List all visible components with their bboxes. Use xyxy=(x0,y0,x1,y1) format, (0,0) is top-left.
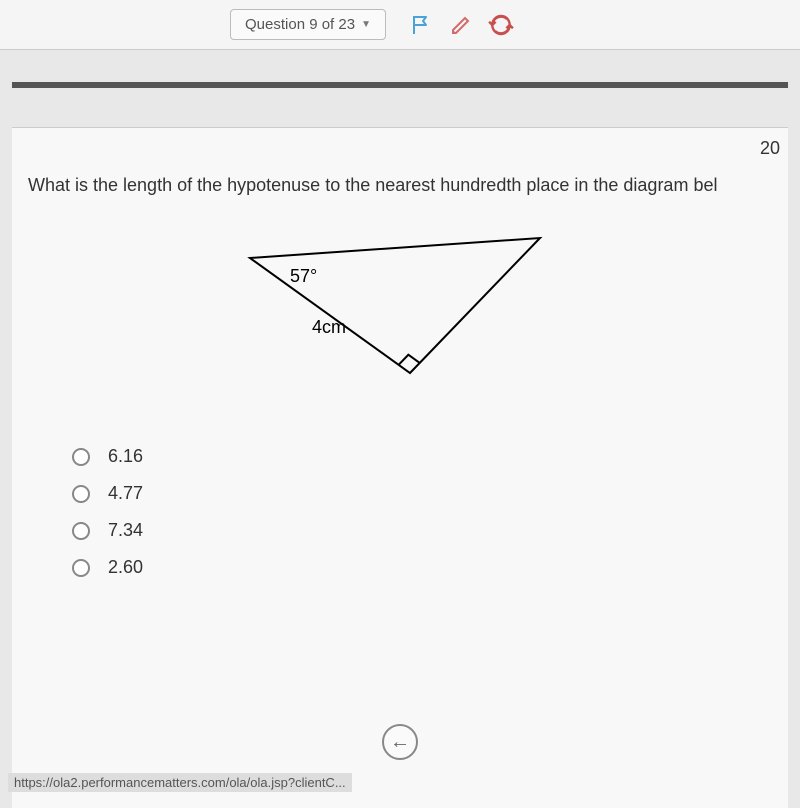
sub-header-bar xyxy=(12,88,788,128)
triangle-diagram: 57° 4cm xyxy=(12,218,788,438)
top-toolbar: Question 9 of 23 ▼ xyxy=(0,0,800,50)
question-nav-dropdown[interactable]: Question 9 of 23 ▼ xyxy=(230,9,386,40)
tool-icons-group xyxy=(408,12,514,38)
refresh-icon[interactable] xyxy=(488,12,514,38)
status-url: https://ola2.performancematters.com/ola/… xyxy=(8,773,352,792)
radio-button[interactable] xyxy=(72,485,90,503)
option-row[interactable]: 4.77 xyxy=(72,475,788,512)
radio-button[interactable] xyxy=(72,448,90,466)
back-button[interactable]: ← xyxy=(382,724,418,760)
option-label: 6.16 xyxy=(108,446,143,467)
option-label: 4.77 xyxy=(108,483,143,504)
option-label: 7.34 xyxy=(108,520,143,541)
svg-text:4cm: 4cm xyxy=(312,317,346,337)
pencil-icon[interactable] xyxy=(448,12,474,38)
flag-icon[interactable] xyxy=(408,12,434,38)
radio-button[interactable] xyxy=(72,559,90,577)
option-row[interactable]: 2.60 xyxy=(72,549,788,586)
option-row[interactable]: 7.34 xyxy=(72,512,788,549)
arrow-left-icon: ← xyxy=(390,731,410,754)
svg-text:57°: 57° xyxy=(290,266,317,286)
points-label: 20 xyxy=(12,128,788,165)
option-row[interactable]: 6.16 xyxy=(72,438,788,475)
question-text: What is the length of the hypotenuse to … xyxy=(12,165,788,218)
radio-button[interactable] xyxy=(72,522,90,540)
bottom-nav: ← xyxy=(0,724,800,760)
caret-down-icon: ▼ xyxy=(361,19,371,30)
option-label: 2.60 xyxy=(108,557,143,578)
answer-options: 6.16 4.77 7.34 2.60 xyxy=(12,438,788,586)
question-nav-label: Question 9 of 23 xyxy=(245,16,355,33)
question-panel: 20 What is the length of the hypotenuse … xyxy=(12,128,788,808)
